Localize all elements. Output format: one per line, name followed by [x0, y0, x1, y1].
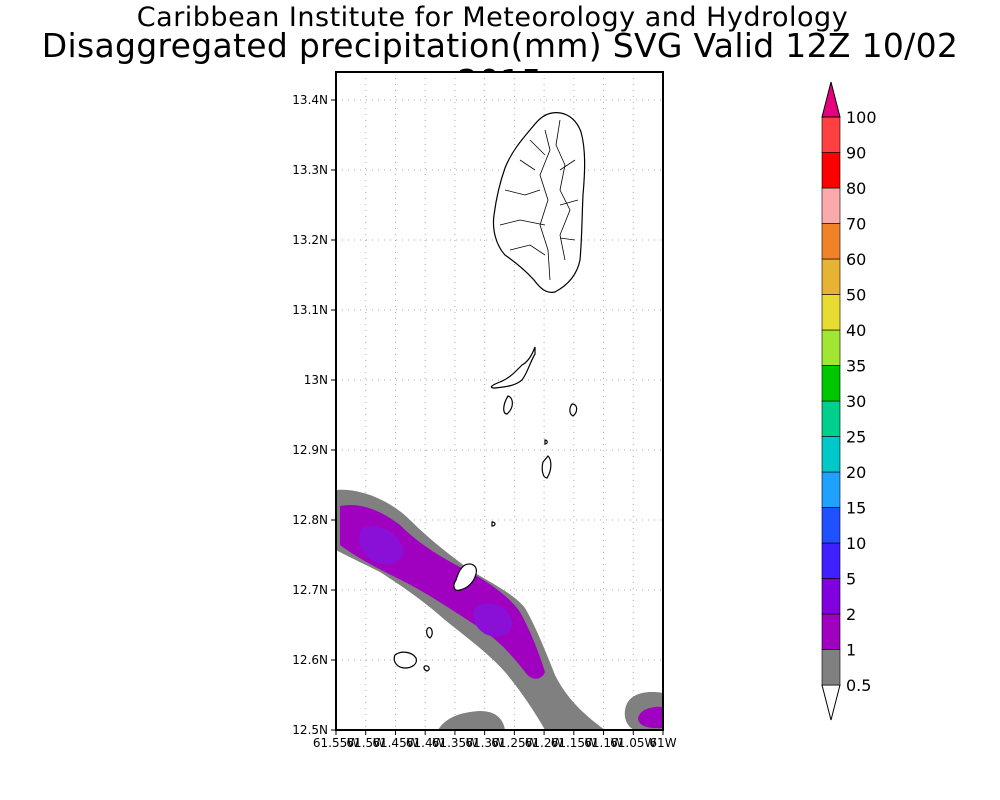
colorbar-swatch [821, 116, 841, 153]
island-mustique [541, 455, 552, 479]
colorbar-under-arrow [821, 684, 841, 721]
colorbar-label: 70 [846, 215, 866, 234]
lat-tick-label: 12.6N [292, 653, 328, 667]
lat-tick-label: 13N [304, 373, 328, 387]
colorbar-label: 5 [846, 570, 856, 589]
precip-band-0.5mm-south [438, 711, 505, 730]
lon-tick-label: 61.45W [372, 736, 418, 750]
lon-tick-label: 61.05W [610, 736, 656, 750]
colorbar-label: 90 [846, 144, 866, 163]
lat-tick-label: 12.5N [292, 723, 328, 737]
colorbar-label: 100 [846, 108, 877, 127]
island-small-5 [491, 521, 496, 527]
colorbar-swatch [821, 365, 841, 402]
lon-tick-label: 61.1W [584, 736, 623, 750]
island-st-vincent-rivers [499, 119, 579, 281]
lat-tick-label: 13.1N [292, 303, 328, 317]
colorbar-swatch [821, 507, 841, 544]
lon-tick-label: 61.2W [525, 736, 564, 750]
colorbar-swatch [821, 223, 841, 260]
lon-tick-label: 61.4W [406, 736, 445, 750]
colorbar-label: 20 [846, 463, 866, 482]
island-small-4 [423, 665, 430, 672]
lon-tick-label: 61W [649, 736, 676, 750]
product-title: Disaggregated precipitation(mm) SVG Vali… [41, 26, 959, 100]
institution-title: Caribbean Institute for Meteorology and … [136, 2, 849, 33]
longitude-axis: 61.55W61.5W61.45W61.4W61.35W61.3W61.25W6… [313, 730, 677, 750]
colorbar-label: 0.5 [846, 676, 871, 695]
colorbar-swatch [821, 436, 841, 473]
lon-tick-label: 61.55W [313, 736, 359, 750]
colorbar-swatch [821, 187, 841, 224]
lon-tick-label: 61.3W [465, 736, 504, 750]
precip-band-2mm [359, 525, 404, 565]
lat-tick-label: 12.7N [292, 583, 328, 597]
colorbar-label: 35 [846, 357, 866, 376]
colorbar-swatch [821, 578, 841, 615]
map-frame [335, 71, 664, 731]
lon-tick-label: 61.25W [491, 736, 537, 750]
island-small-1 [569, 403, 578, 417]
colorbar-label: 30 [846, 392, 866, 411]
island-bequia [490, 346, 536, 389]
colorbar-label: 15 [846, 499, 866, 518]
island-small-6 [544, 439, 548, 445]
lat-tick-label: 12.9N [292, 443, 328, 457]
colorbar-label: 25 [846, 428, 866, 447]
colorbar-swatch [821, 649, 841, 686]
island-small-2 [503, 395, 513, 415]
coastlines [393, 112, 586, 672]
precipitation-field [336, 489, 663, 730]
colorbar-swatch [821, 258, 841, 295]
colorbar-swatch [821, 152, 841, 189]
lon-tick-label: 61.35W [432, 736, 478, 750]
lon-tick-label: 61.5W [346, 736, 385, 750]
lon-tick-label: 61.15W [551, 736, 597, 750]
lat-tick-label: 13.3N [292, 163, 328, 177]
colorbar-label: 80 [846, 179, 866, 198]
colorbar-swatch [821, 294, 841, 331]
colorbar-over-arrow [821, 81, 841, 118]
colorbar-swatch [821, 542, 841, 579]
colorbar-swatch [821, 329, 841, 366]
lat-tick-label: 13.4N [292, 93, 328, 107]
colorbar-label: 60 [846, 250, 866, 269]
colorbar-label: 50 [846, 286, 866, 305]
precip-band-1mm-east [638, 706, 663, 729]
latitude-axis: 12.5N 12.6N 12.7N 12.8N 12.9N 13N 13.1N 13.2N 13… [292, 93, 336, 737]
colorbar-swatch [821, 471, 841, 508]
colorbar-label: 2 [846, 605, 856, 624]
island-union [453, 563, 477, 591]
colorbar-swatch [821, 613, 841, 650]
precip-band-2mm-b [473, 603, 512, 637]
colorbar-label: 10 [846, 534, 866, 553]
lat-tick-label: 13.2N [292, 233, 328, 247]
colorbar-label: 40 [846, 321, 866, 340]
lat-tick-label: 12.8N [292, 513, 328, 527]
island-small-3 [426, 627, 433, 639]
colorbar-swatch [821, 400, 841, 437]
island-carriacou [393, 651, 417, 669]
colorbar-label: 1 [846, 641, 856, 660]
